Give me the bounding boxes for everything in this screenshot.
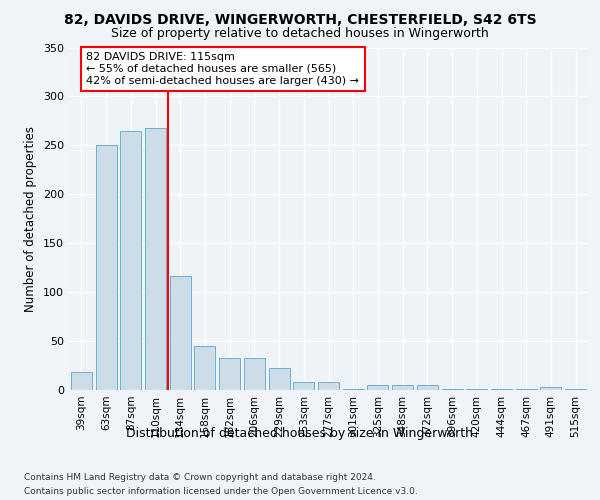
Bar [120, 130, 141, 390]
Bar [145, 128, 166, 390]
Bar [318, 382, 339, 390]
Bar [219, 358, 240, 390]
Bar [541, 387, 562, 390]
Bar [194, 346, 215, 390]
Text: Contains public sector information licensed under the Open Government Licence v3: Contains public sector information licen… [24, 488, 418, 496]
Bar [170, 276, 191, 390]
Bar [343, 389, 364, 390]
Bar [392, 385, 413, 390]
Bar [417, 385, 438, 390]
Bar [71, 372, 92, 390]
Bar [95, 146, 116, 390]
Y-axis label: Number of detached properties: Number of detached properties [25, 126, 37, 312]
Text: Contains HM Land Registry data © Crown copyright and database right 2024.: Contains HM Land Registry data © Crown c… [24, 472, 376, 482]
Text: 82 DAVIDS DRIVE: 115sqm
← 55% of detached houses are smaller (565)
42% of semi-d: 82 DAVIDS DRIVE: 115sqm ← 55% of detache… [86, 52, 359, 86]
Bar [516, 389, 537, 390]
Text: 82, DAVIDS DRIVE, WINGERWORTH, CHESTERFIELD, S42 6TS: 82, DAVIDS DRIVE, WINGERWORTH, CHESTERFI… [64, 12, 536, 26]
Bar [293, 382, 314, 390]
Bar [491, 389, 512, 390]
Bar [565, 389, 586, 390]
Bar [269, 368, 290, 390]
Bar [367, 385, 388, 390]
Bar [244, 358, 265, 390]
Text: Distribution of detached houses by size in Wingerworth: Distribution of detached houses by size … [127, 428, 473, 440]
Bar [442, 389, 463, 390]
Bar [466, 389, 487, 390]
Text: Size of property relative to detached houses in Wingerworth: Size of property relative to detached ho… [111, 28, 489, 40]
